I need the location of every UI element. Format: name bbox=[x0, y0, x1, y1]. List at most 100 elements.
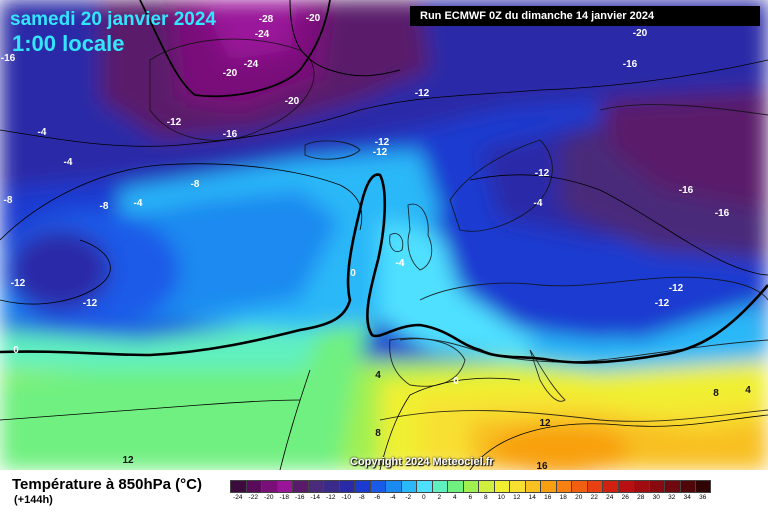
scale-tick-label: 26 bbox=[621, 494, 629, 501]
scale-tick-label: -4 bbox=[389, 494, 396, 501]
scale-swatch bbox=[462, 480, 478, 493]
contour-label: -4 bbox=[64, 157, 73, 168]
contour-label: -12 bbox=[655, 298, 670, 309]
scale-swatch bbox=[540, 480, 556, 493]
contour-label: -16 bbox=[623, 59, 638, 70]
scale-swatch bbox=[493, 480, 509, 493]
legend-subtitle: (+144h) bbox=[14, 494, 53, 506]
contour-label: -4 bbox=[534, 198, 543, 209]
scale-swatch bbox=[230, 480, 246, 493]
scale-step: 10 bbox=[493, 480, 509, 506]
scale-swatch bbox=[292, 480, 308, 493]
scale-step: -8 bbox=[354, 480, 370, 506]
contour-label: -4 bbox=[38, 127, 47, 138]
scale-swatch bbox=[571, 480, 587, 493]
scale-swatch bbox=[276, 480, 292, 493]
scale-swatch bbox=[586, 480, 602, 493]
scale-swatch bbox=[664, 480, 680, 493]
scale-swatch bbox=[261, 480, 277, 493]
contour-label: -4 bbox=[396, 258, 405, 269]
scale-swatch bbox=[245, 480, 261, 493]
run-info-banner: Run ECMWF 0Z du dimanche 14 janvier 2024 bbox=[410, 6, 760, 26]
scale-step: 28 bbox=[633, 480, 649, 506]
scale-tick-label: 8 bbox=[483, 494, 488, 501]
scale-swatch bbox=[447, 480, 463, 493]
scale-step: 20 bbox=[571, 480, 587, 506]
scale-swatch bbox=[602, 480, 618, 493]
scale-swatch bbox=[648, 480, 664, 493]
contour-label: -4 bbox=[396, 258, 405, 269]
scale-step: 8 bbox=[478, 480, 494, 506]
scale-tick-label: 6 bbox=[468, 494, 473, 501]
contour-labels: -28 -20 -24 -16 -20 -24 -20 -12 -16 -4 -12 -4 -12 -8 -… bbox=[1, 13, 751, 470]
scale-swatch bbox=[524, 480, 540, 493]
contour-label: -16 bbox=[679, 185, 694, 196]
scale-step: 30 bbox=[648, 480, 664, 506]
contour-label: -12 bbox=[83, 298, 98, 309]
contour-label: -12 bbox=[167, 117, 182, 128]
scale-step: -16 bbox=[292, 480, 308, 506]
scale-step: -6 bbox=[369, 480, 385, 506]
scale-swatch bbox=[633, 480, 649, 493]
scale-step: 36 bbox=[695, 480, 711, 506]
scale-swatch bbox=[431, 480, 447, 493]
scale-tick-label: -14 bbox=[310, 494, 320, 501]
scale-step: -18 bbox=[276, 480, 292, 506]
scale-tick-label: 10 bbox=[497, 494, 505, 501]
contour-lines bbox=[0, 0, 768, 470]
scale-tick-label: -8 bbox=[358, 494, 365, 501]
forecast-date: samedi 20 janvier 2024 bbox=[10, 9, 216, 30]
contour-label: -12 bbox=[535, 168, 550, 179]
scale-tick-label: -6 bbox=[374, 494, 381, 501]
scale-step: 22 bbox=[586, 480, 602, 506]
scale-swatch bbox=[354, 480, 370, 493]
scale-swatch bbox=[307, 480, 323, 493]
scale-tick-label: -16 bbox=[295, 494, 305, 501]
scale-swatch bbox=[323, 480, 339, 493]
contour-label: -16 bbox=[715, 208, 730, 219]
contour-label: -28 bbox=[259, 14, 274, 25]
scale-swatch bbox=[695, 480, 711, 493]
contour-label: -4 bbox=[134, 198, 143, 209]
contour-label: 8 bbox=[713, 388, 719, 399]
contour-label: -8 bbox=[191, 179, 200, 190]
scale-step: -24 bbox=[230, 480, 246, 506]
scale-swatch bbox=[555, 480, 571, 493]
scale-tick-label: -20 bbox=[264, 494, 274, 501]
scale-step: -22 bbox=[245, 480, 261, 506]
scale-tick-label: 34 bbox=[683, 494, 691, 501]
legend-title: Température à 850hPa (°C) bbox=[12, 476, 202, 493]
scale-tick-label: 30 bbox=[652, 494, 660, 501]
scale-step: -12 bbox=[323, 480, 339, 506]
scale-swatch bbox=[369, 480, 385, 493]
scale-step: 6 bbox=[462, 480, 478, 506]
scale-tick-label: 22 bbox=[590, 494, 598, 501]
scale-swatch bbox=[385, 480, 401, 493]
scale-step: -20 bbox=[261, 480, 277, 506]
scale-tick-label: 36 bbox=[699, 494, 707, 501]
contour-label: 12 bbox=[122, 455, 134, 466]
scale-swatch bbox=[679, 480, 695, 493]
contour-label: -12 bbox=[415, 88, 430, 99]
contour-label: -12 bbox=[669, 283, 684, 294]
contour-label: -20 bbox=[633, 28, 648, 39]
contour-label: 16 bbox=[536, 461, 548, 470]
contour-label: -24 bbox=[244, 59, 259, 70]
scale-step: 16 bbox=[540, 480, 556, 506]
scale-step: 0 bbox=[416, 480, 432, 506]
scale-tick-label: 16 bbox=[544, 494, 552, 501]
contour-label: -12 bbox=[11, 278, 26, 289]
scale-step: 26 bbox=[617, 480, 633, 506]
scale-swatch bbox=[338, 480, 354, 493]
contour-label: -16 bbox=[223, 129, 238, 140]
color-scale: -24 -22 -20 -18 -16 -14 -12 -10 -8 -6 -4 -2 0 2 4 6 8 10 1… bbox=[230, 480, 711, 506]
forecast-time: 1:00 locale bbox=[12, 31, 125, 56]
contour-label: 0 bbox=[13, 345, 19, 356]
contour-label: 4 bbox=[375, 370, 381, 381]
scale-step: 14 bbox=[524, 480, 540, 506]
legend-footer: Température à 850hPa (°C) (+144h) -24 -22… bbox=[0, 470, 768, 512]
contour-label: -8 bbox=[4, 195, 13, 206]
contour-label: 4 bbox=[745, 385, 751, 396]
contour-label: 0 bbox=[350, 268, 356, 279]
